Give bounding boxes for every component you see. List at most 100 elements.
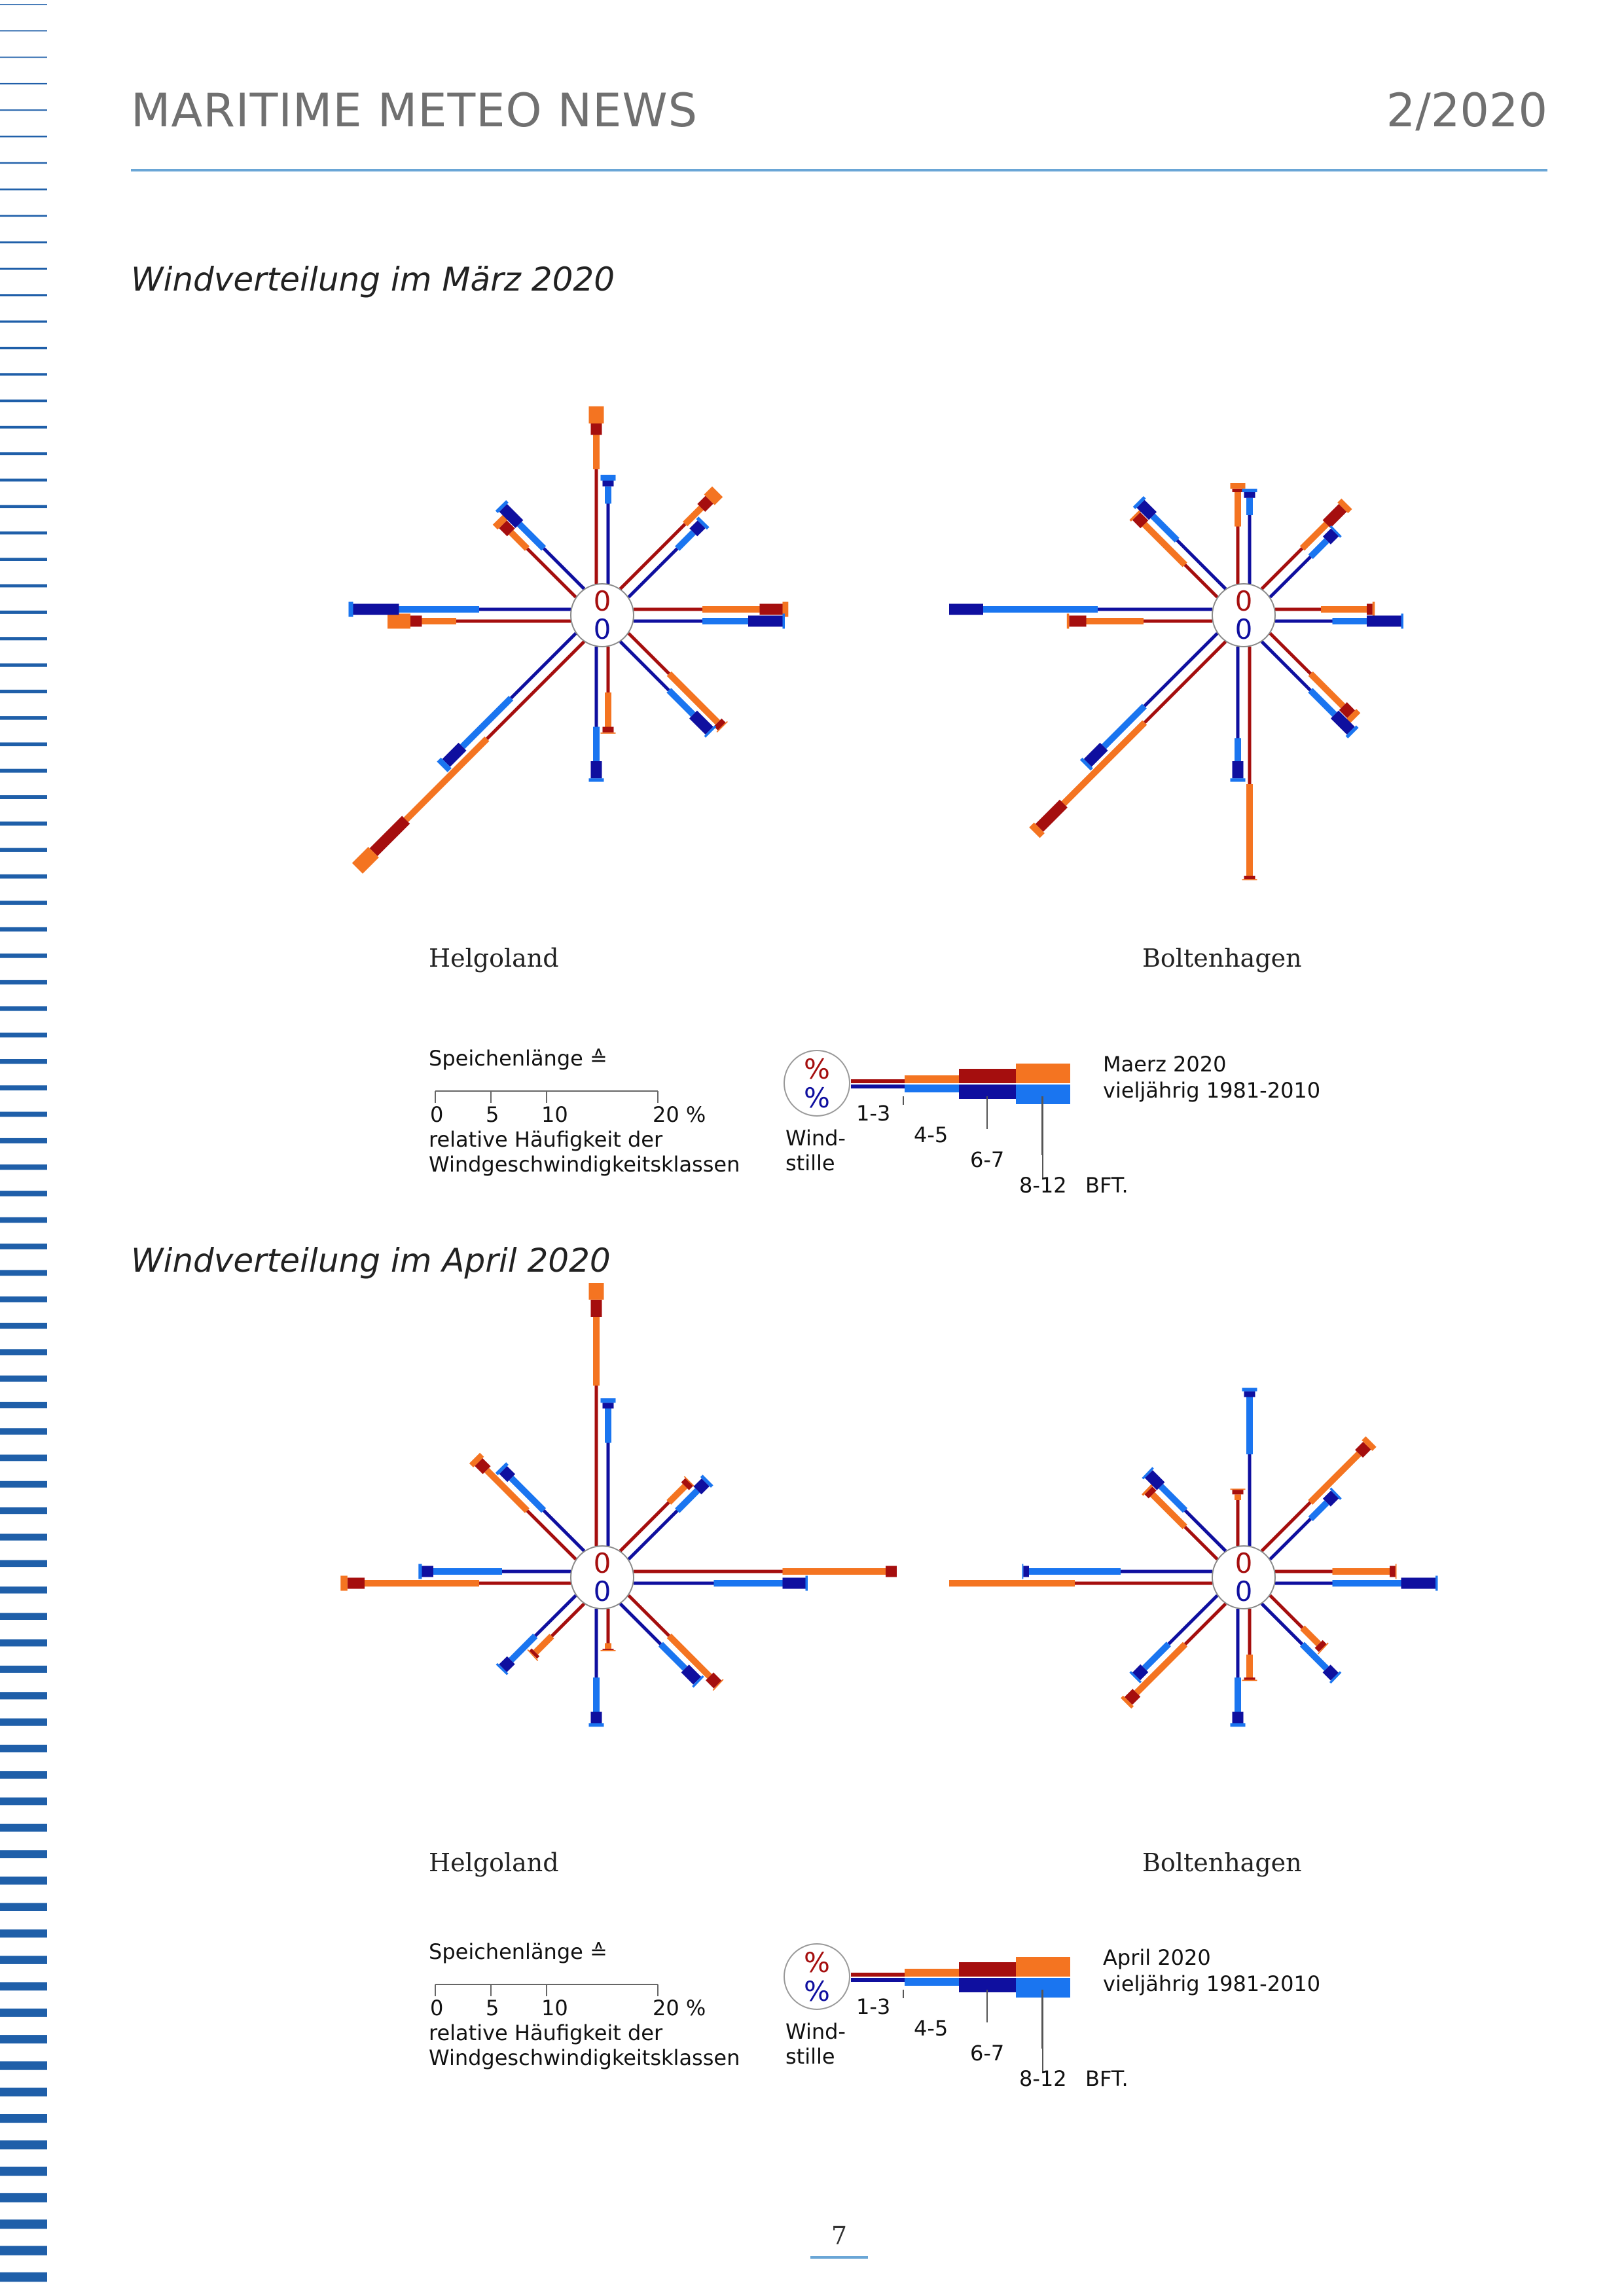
spoke-climate-sw-class2	[509, 1633, 538, 1663]
legend-class-6-7: 6-7	[970, 1147, 1004, 1172]
stripe	[0, 135, 47, 137]
spoke-climate-se-class3	[681, 1664, 702, 1685]
scale-tick-label: 5	[486, 1996, 499, 2020]
spoke-current-sw-class2	[403, 736, 490, 823]
station-label-boltenhagen: Boltenhagen	[1142, 1848, 1302, 1877]
spoke-current-ne-class2	[1308, 1451, 1362, 1505]
legend-class-4-5: 4-5	[914, 2016, 948, 2041]
spoke-climate-se-class4	[1329, 1671, 1342, 1684]
header-title: MARITIME METEO NEWS	[131, 84, 698, 137]
spoke-climate-nw-class4	[1132, 495, 1146, 509]
legend-heading: Speichenlänge ≙	[429, 1046, 607, 1071]
stripe	[0, 1665, 47, 1673]
spoke-climate-ne-class1	[627, 1509, 679, 1561]
legend-class-8-12: 8-12	[1019, 2066, 1067, 2091]
spoke-current-nw-class4	[469, 1452, 484, 1468]
spoke-climate-nw-class4	[495, 1462, 509, 1476]
spoke-current-ne-class1	[619, 1501, 670, 1552]
stripe	[0, 1982, 47, 1991]
station-label-helgoland: Helgoland	[429, 944, 559, 973]
spoke-climate-sw-class4	[437, 757, 452, 772]
scale-tick-label: 0	[430, 1996, 443, 2020]
spoke-climate-ne-class2	[1308, 538, 1329, 560]
stripe	[0, 1323, 47, 1329]
spoke-climate-ne-class3	[689, 520, 706, 537]
stripe	[0, 241, 47, 243]
spoke-climate-sw-class1	[1167, 1594, 1219, 1645]
spoke-climate-sw-class2	[460, 696, 514, 749]
spoke-current-se-class2	[666, 671, 720, 725]
stripe	[0, 1349, 47, 1355]
legend-april: Speichenlänge ≙ 0 5 10 20 %relative Häufigke…	[429, 1939, 1320, 2091]
stripe	[0, 399, 47, 403]
spoke-current-sw-class2	[1061, 720, 1147, 806]
spoke-current-sw-class3	[529, 1648, 540, 1659]
spoke-current-se-class4	[1345, 709, 1361, 724]
spoke-climate-se-class4	[704, 725, 717, 738]
spoke-climate-nw-class3	[499, 1465, 516, 1482]
stripe	[0, 373, 47, 376]
stripe	[0, 425, 47, 429]
spoke-current-ne-class1	[1260, 1501, 1312, 1552]
legend-percent-current: %	[804, 1053, 830, 1085]
spoke-current-nw-class4	[1129, 509, 1142, 522]
spoke-current-ne-class4	[1337, 498, 1352, 514]
stripe	[0, 188, 47, 190]
stripe	[0, 768, 47, 773]
spoke-current-ne-class3	[1322, 503, 1347, 528]
spoke-climate-sw-class3	[1132, 1664, 1149, 1681]
stripe	[0, 1692, 47, 1700]
stripe	[0, 1059, 47, 1064]
stripe	[0, 2219, 47, 2229]
stripe	[0, 1006, 47, 1011]
legend-march: Speichenlänge ≙ 0 5 10 20 %relative Häufigke…	[429, 1046, 1320, 1198]
spoke-climate-nw-class1	[542, 547, 586, 590]
legend-class-6-7: 6-7	[970, 2041, 1004, 2066]
scale-tick-label: 0	[430, 1102, 443, 1127]
stripe	[0, 1560, 47, 1568]
spoke-current-nw-class2	[509, 529, 530, 551]
legend-calm-label-line1: Wind-	[785, 1126, 846, 1151]
spoke-current-ne-class3	[681, 1478, 693, 1490]
scale-tick-label: 10	[541, 1996, 568, 2020]
station-label-helgoland: Helgoland	[429, 1848, 559, 1877]
spoke-current-nw-class3	[1132, 512, 1149, 529]
legend-class-1-3: 1-3	[856, 1994, 890, 2019]
legend-desc-line2: Windgeschwindigkeitsklassen	[429, 2045, 740, 2070]
stripe	[0, 2008, 47, 2017]
stripe	[0, 162, 47, 164]
spoke-current-nw-class1	[526, 547, 577, 599]
spoke-climate-sw-class3	[442, 742, 467, 767]
spoke-climate-ne-class3	[1322, 1490, 1339, 1507]
station-label-boltenhagen: Boltenhagen	[1142, 944, 1302, 973]
spoke-climate-nw-class2	[1150, 513, 1180, 543]
stripe	[0, 1718, 47, 1726]
spoke-current-sw-class3	[1035, 799, 1068, 832]
stripe	[0, 505, 47, 509]
legend-series-current: Maerz 2020	[1103, 1052, 1226, 1077]
legend-calm-label-line2: stille	[785, 1151, 835, 1175]
calm-value-current: 0	[1235, 585, 1253, 617]
stripe	[0, 874, 47, 879]
stripe	[0, 2246, 47, 2255]
spoke-current-ne-class3	[1355, 1441, 1371, 1458]
spoke-current-sw-class4	[1121, 1695, 1134, 1709]
spoke-current-nw-class3	[475, 1458, 491, 1475]
scale-tick-label: 20 %	[653, 1996, 706, 2020]
legend-series-current: April 2020	[1103, 1945, 1211, 1970]
spoke-current-se-class1	[627, 1594, 670, 1638]
spoke-climate-nw-class2	[516, 522, 547, 551]
spoke-climate-ne-class2	[675, 1488, 700, 1513]
stripe	[0, 716, 47, 720]
legend-desc-line1: relative Häufigkeit der	[429, 2020, 663, 2045]
stripe	[0, 346, 47, 350]
spoke-climate-ne-class3	[1322, 528, 1339, 545]
spoke-current-ne-class4	[683, 1476, 696, 1488]
legend-unit: BFT.	[1085, 1173, 1128, 1198]
stripe	[0, 1085, 47, 1090]
spoke-climate-nw-class4	[495, 500, 509, 514]
spoke-current-sw-class4	[352, 846, 379, 874]
legend-heading: Speichenlänge ≙	[429, 1939, 607, 1964]
stripe	[0, 1507, 47, 1515]
legend-swatch-current-class3	[959, 1069, 1016, 1083]
